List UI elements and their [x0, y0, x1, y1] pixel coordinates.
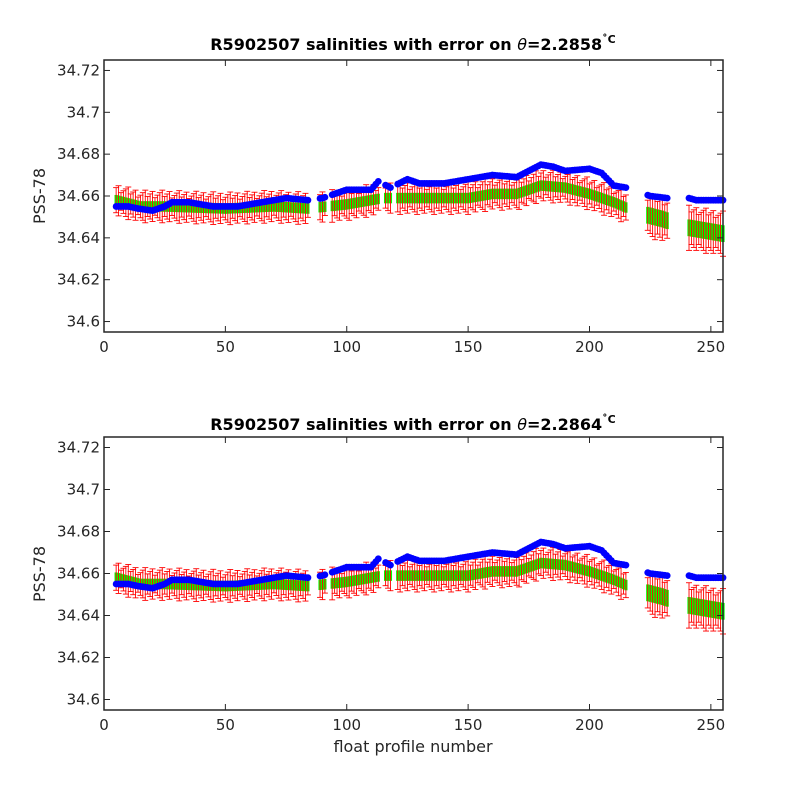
top-chart-error-bar [664, 202, 671, 239]
bottom-chart-error-bar [268, 568, 275, 600]
bottom-chart-error-bar [193, 568, 200, 602]
top-chart-panel: R5902507 salinities with error on θ=2.28… [30, 33, 727, 356]
top-chart-ytick-label: 34.68 [57, 145, 100, 163]
bottom-chart-ticks: 0 50 100 150 200 250 34.6 34.62 34.64 34.66 34.68 3… [57, 437, 725, 734]
bottom-chart-raw-point [304, 574, 312, 582]
top-chart-ytick-label: 34.62 [57, 271, 100, 289]
bottom-chart-raw-point [374, 555, 382, 563]
bottom-chart-error-bar [540, 547, 547, 579]
top-chart-error-bar [183, 191, 190, 223]
bottom-chart-panel: R5902507 salinities with error on θ=2.28… [30, 413, 727, 756]
top-chart-raw-point [387, 184, 394, 192]
bottom-chart-xtick-label: 100 [332, 716, 361, 734]
bottom-chart-error-bar [622, 572, 629, 599]
bottom-chart-xtick-label: 250 [697, 716, 726, 734]
top-chart-raw-point [622, 184, 630, 192]
top-chart-error-bar [176, 190, 183, 224]
top-chart-error-bar [622, 194, 629, 221]
top-chart-ytick-label: 34.72 [57, 61, 100, 79]
bottom-chart-ytick-label: 34.6 [67, 691, 100, 709]
top-chart-xtick-label: 150 [454, 338, 483, 356]
bottom-chart-xtick-label: 50 [216, 716, 235, 734]
bottom-chart-raw-point [387, 561, 394, 569]
bottom-chart-error-bar [686, 582, 693, 629]
top-chart-xtick-label: 50 [216, 338, 235, 356]
bottom-chart-ytick-label: 34.72 [57, 439, 100, 457]
bottom-chart-title: R5902507 salinities with error on θ=2.28… [210, 413, 616, 434]
top-chart-error-bar [268, 191, 275, 223]
top-chart-xtick-label: 250 [697, 338, 726, 356]
top-chart-error-bar [703, 207, 710, 254]
top-chart-ytick-label: 34.6 [67, 313, 100, 331]
bottom-chart-xtick-label: 150 [454, 716, 483, 734]
top-chart-plot-area [112, 161, 727, 257]
bottom-chart-error-bar [149, 568, 156, 600]
bottom-chart-plot-area [112, 538, 727, 635]
top-chart-error-bar [149, 190, 156, 222]
bottom-chart-error-bar [251, 569, 258, 601]
top-chart-xtick-label: 200 [575, 338, 604, 356]
bottom-chart-xlabel: float profile number [333, 737, 493, 756]
top-chart-error-bar [193, 190, 200, 225]
top-chart-ticks: 0 50 100 150 200 250 34.6 34.62 34.64 34.66 34.68 3… [57, 60, 725, 356]
bottom-chart-error-bar [703, 585, 710, 632]
top-chart-raw-point [304, 196, 312, 204]
bottom-chart-xtick-label: 0 [99, 716, 109, 734]
bottom-chart-xtick-label: 200 [575, 716, 604, 734]
top-chart-xtick-label: 0 [99, 338, 109, 356]
top-chart-raw-point [321, 193, 329, 201]
top-chart-error-bar [574, 175, 581, 207]
bottom-chart-ylabel: PSS-78 [30, 546, 49, 602]
bottom-chart-error-bar [574, 552, 581, 584]
bottom-chart-ytick-label: 34.68 [57, 523, 100, 541]
top-chart-error-bar [540, 170, 547, 202]
bottom-chart-raw-point [321, 571, 329, 579]
top-chart-error-bar [261, 190, 268, 224]
bottom-chart-raw-point [663, 572, 671, 579]
top-chart-error-bar [686, 204, 693, 251]
top-chart-error-bar [251, 191, 258, 223]
bottom-chart-error-bar [261, 567, 268, 602]
bottom-chart-ytick-label: 34.7 [67, 481, 100, 499]
top-chart-ytick-label: 34.64 [57, 229, 100, 247]
top-chart-ytick-label: 34.7 [67, 103, 100, 121]
bottom-chart-error-bar [176, 567, 183, 602]
bottom-chart-ytick-label: 34.66 [57, 565, 100, 583]
bottom-chart-ytick-label: 34.64 [57, 607, 100, 625]
top-chart-title: R5902507 salinities with error on θ=2.28… [210, 33, 616, 54]
top-chart-xtick-label: 100 [332, 338, 361, 356]
bottom-chart-error-bar [183, 569, 190, 601]
top-chart-raw-point [374, 177, 382, 185]
top-chart-ytick-label: 34.66 [57, 187, 100, 205]
top-chart-ylabel: PSS-78 [30, 168, 49, 224]
bottom-chart-raw-point [622, 561, 630, 569]
bottom-chart-error-bar [664, 580, 671, 617]
bottom-chart-error-bar [115, 562, 122, 594]
top-chart-raw-point [663, 194, 671, 202]
bottom-chart-ytick-label: 34.62 [57, 649, 100, 667]
top-chart-error-bar [115, 185, 122, 217]
